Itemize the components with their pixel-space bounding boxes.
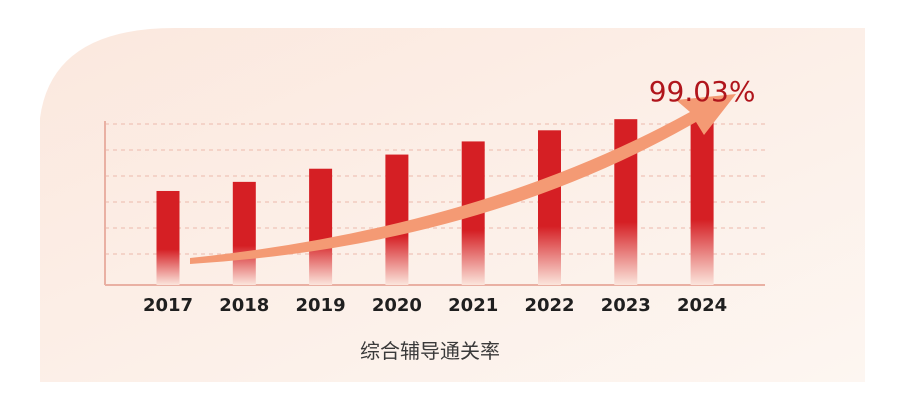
background-panel bbox=[40, 28, 865, 382]
gridlines bbox=[105, 123, 765, 255]
x-tick-label: 2019 bbox=[296, 295, 346, 316]
x-axis-ticks: 2017 2018 2019 2020 2021 2022 2023 2024 bbox=[143, 295, 727, 316]
peak-value-label: 99.03% bbox=[649, 75, 756, 108]
bar-2020 bbox=[385, 154, 409, 285]
x-tick-label: 2018 bbox=[219, 295, 269, 316]
x-tick-label: 2021 bbox=[448, 295, 498, 316]
bar-2022 bbox=[538, 130, 561, 285]
bar-2024 bbox=[690, 112, 714, 286]
x-tick-label: 2017 bbox=[143, 295, 193, 316]
chart-caption: 综合辅导通关率 bbox=[360, 339, 500, 363]
x-tick-label: 2024 bbox=[677, 295, 727, 316]
bar-2018 bbox=[232, 181, 256, 285]
x-tick-label: 2023 bbox=[601, 295, 651, 316]
x-tick-label: 2020 bbox=[372, 295, 422, 316]
axes bbox=[104, 121, 765, 286]
bar-2017 bbox=[156, 190, 180, 285]
x-tick-label: 2022 bbox=[524, 295, 574, 316]
bar-2019 bbox=[309, 168, 333, 285]
